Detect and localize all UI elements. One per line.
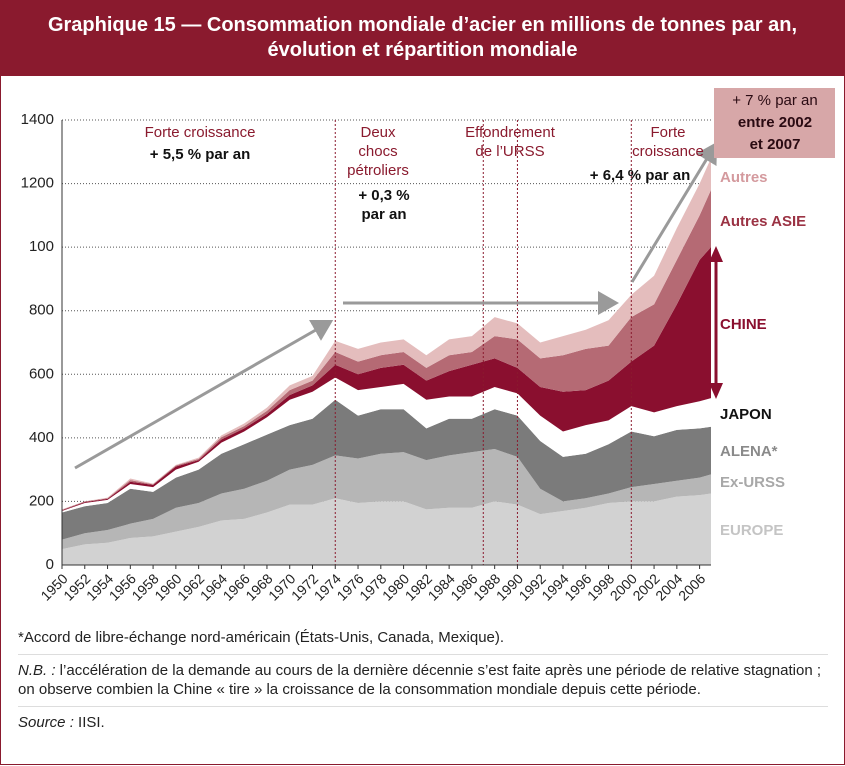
box-text: et 2007: [750, 136, 801, 153]
y-tick-label: 100: [29, 238, 54, 255]
area-4: [62, 247, 711, 511]
area-6: [62, 158, 711, 510]
area-0: [62, 493, 711, 565]
trend-arrow: [630, 141, 718, 283]
chine-arrow-head: [709, 246, 723, 262]
phase-label: Forte: [650, 124, 685, 141]
x-tick-label: 2006: [675, 570, 708, 603]
area-2: [62, 399, 711, 540]
legend-label: ALENA*: [720, 443, 778, 460]
source: Source : IISI.: [18, 707, 828, 739]
nb-text: l’accélération de la demande au cours de…: [18, 662, 822, 698]
trend-arrow: [74, 320, 334, 470]
area-5: [62, 189, 711, 511]
source-text: IISI.: [73, 714, 105, 731]
y-tick-label: 600: [29, 365, 54, 382]
phase-label: Effondrement: [465, 124, 556, 141]
y-tick-label: 400: [29, 429, 54, 446]
phase-rate: + 6,4 % par an: [590, 167, 690, 184]
y-tick-label: 1400: [21, 111, 54, 128]
footnote: *Accord de libre-échange nord-américain …: [18, 622, 828, 655]
phase-rate: + 0,3 %: [358, 187, 409, 204]
nb-note: N.B. : l’accélération de la demande au c…: [18, 655, 828, 707]
phase-label: Forte croissance: [145, 124, 256, 141]
box-text: + 7 % par an: [732, 92, 817, 109]
y-tick-label: 1200: [21, 175, 54, 192]
nb-label: N.B. :: [18, 662, 56, 679]
phase-label: chocs: [358, 143, 397, 160]
chart-title: Graphique 15 — Consommation mondiale d’a…: [0, 0, 845, 76]
legend-label: CHINE: [720, 316, 767, 333]
legend-label: EUROPE: [720, 522, 783, 539]
source-label: Source :: [18, 714, 74, 731]
area-1: [62, 448, 711, 550]
y-tick-label: 800: [29, 302, 54, 319]
y-tick-label: 0: [46, 556, 54, 573]
phase-rate: par an: [361, 206, 406, 223]
phase-rate: + 5,5 % par an: [150, 146, 250, 163]
phase-label: croissance: [632, 143, 704, 160]
legend-label: Autres: [720, 169, 768, 186]
phase-label: Deux: [360, 124, 396, 141]
rate-box: [714, 88, 835, 158]
legend-label: JAPON: [720, 406, 772, 423]
legend-label: Autres ASIE: [720, 213, 806, 230]
legend-label: Ex-URSS: [720, 474, 785, 491]
phase-label: pétroliers: [347, 162, 409, 179]
y-tick-label: 200: [29, 492, 54, 509]
phase-label: de l’URSS: [475, 143, 544, 160]
chart: 0200400600800100120014001950195219541956…: [21, 88, 835, 604]
box-text: entre 2002: [738, 114, 812, 131]
footer: *Accord de libre-échange nord-américain …: [18, 622, 828, 739]
area-3: [62, 377, 711, 513]
chine-arrow-head: [709, 383, 723, 399]
